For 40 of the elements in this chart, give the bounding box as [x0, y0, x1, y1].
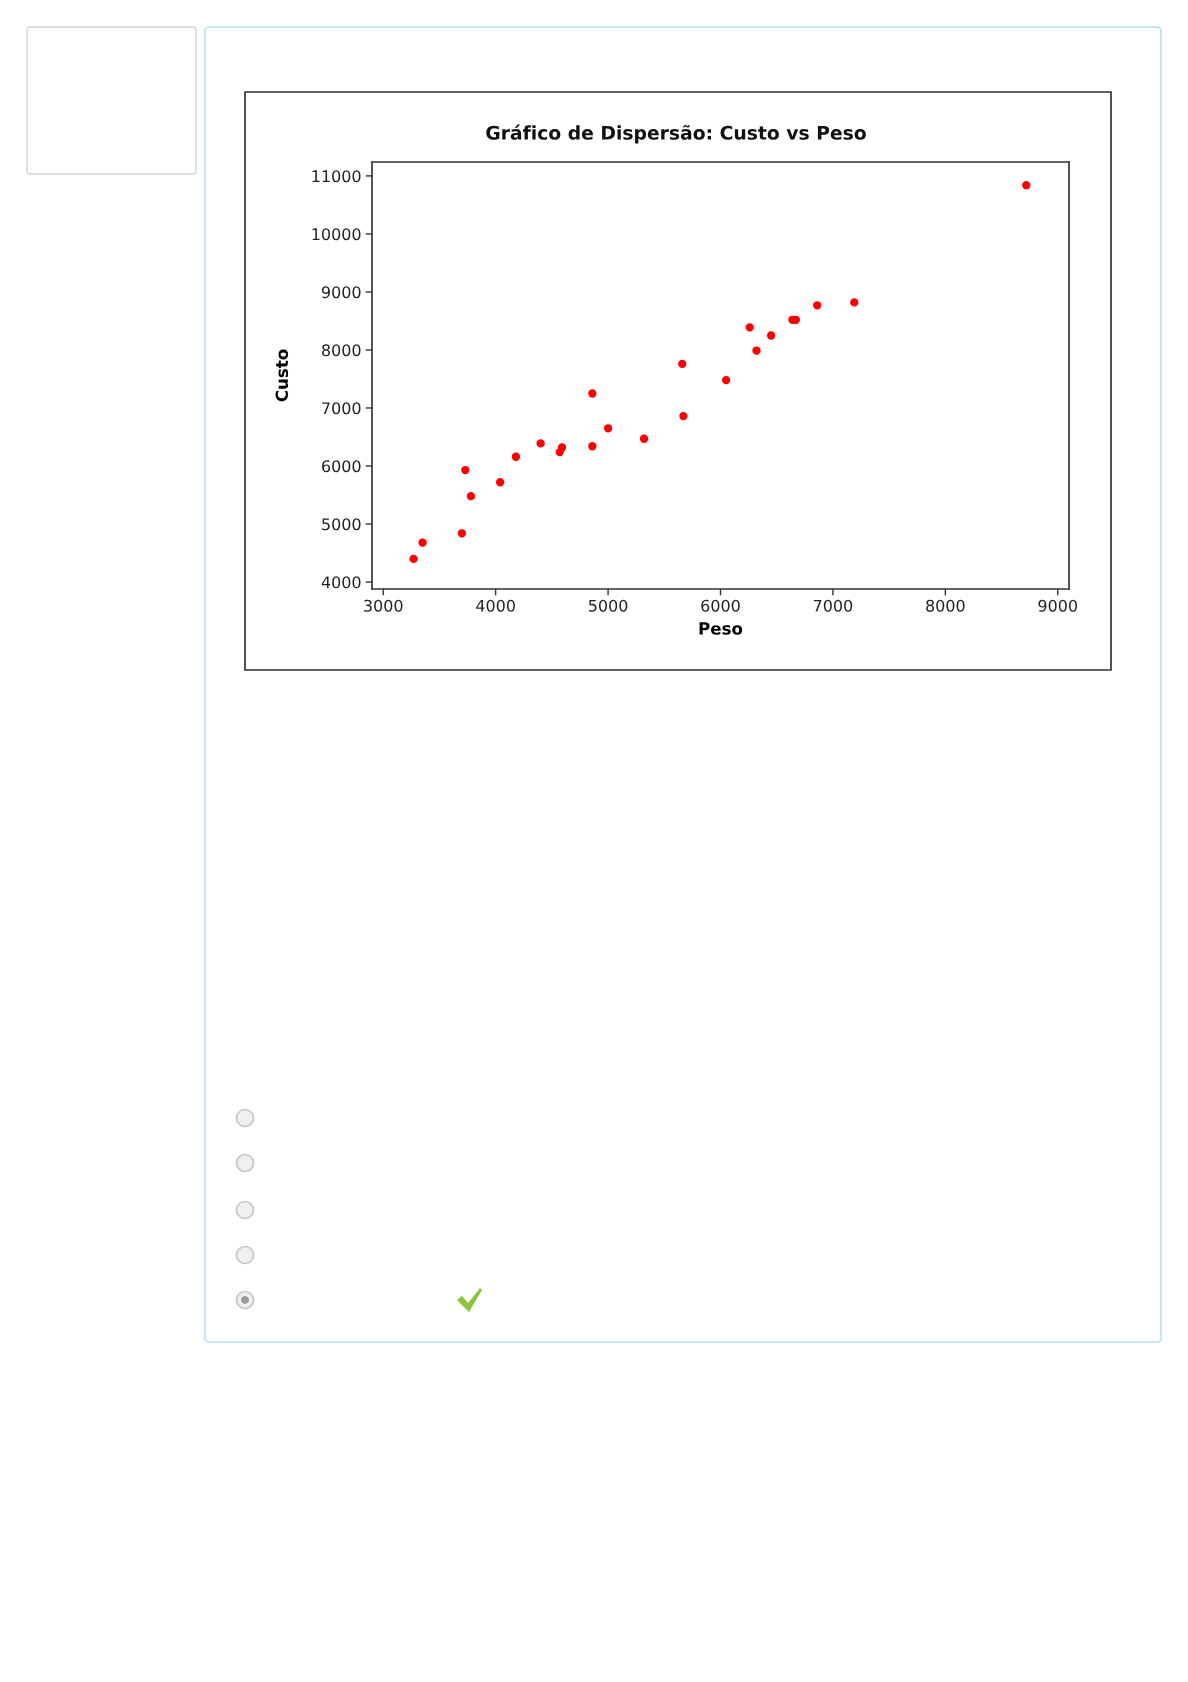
point — [588, 389, 597, 398]
y-tick-label: 8000 — [322, 344, 361, 357]
x-tick-label: 3000 — [364, 599, 403, 612]
point — [1022, 181, 1031, 190]
point — [679, 411, 688, 421]
x-tick-label: 9000 — [1038, 599, 1078, 612]
x-tick-label: 5000 — [588, 599, 628, 612]
point — [745, 323, 754, 332]
point — [588, 442, 597, 451]
point — [511, 452, 521, 461]
point — [766, 331, 776, 340]
y-tick-label: 7000 — [322, 402, 361, 415]
x-tick-label: 4000 — [476, 599, 515, 612]
point — [409, 554, 418, 563]
y-tick-label: 9000 — [321, 286, 361, 299]
x-tick-label: 6000 — [701, 599, 740, 612]
x-axis-title: Peso — [699, 622, 743, 635]
x-tick-label: 7000 — [813, 599, 853, 612]
point — [678, 359, 687, 369]
point — [466, 492, 476, 501]
y-tick-label: 10000 — [312, 228, 361, 241]
y-tick-label: 6000 — [322, 460, 361, 473]
point — [461, 465, 470, 475]
point — [418, 538, 427, 547]
point — [813, 301, 822, 310]
point — [603, 424, 613, 433]
chart-title: Gráfico de Dispersão: Custo vs Peso — [486, 124, 866, 144]
point — [721, 375, 731, 385]
point — [536, 439, 545, 448]
y-tick-label: 11000 — [312, 170, 361, 183]
point — [639, 434, 649, 443]
point — [457, 529, 467, 538]
point — [752, 346, 761, 355]
point — [850, 298, 859, 307]
point — [557, 443, 567, 452]
x-tick-label: 8000 — [926, 599, 965, 612]
point — [495, 478, 505, 487]
y-tick-label: 5000 — [322, 518, 361, 531]
y-tick-label: 4000 — [321, 576, 361, 589]
y-axis-title: Custo — [275, 349, 289, 402]
